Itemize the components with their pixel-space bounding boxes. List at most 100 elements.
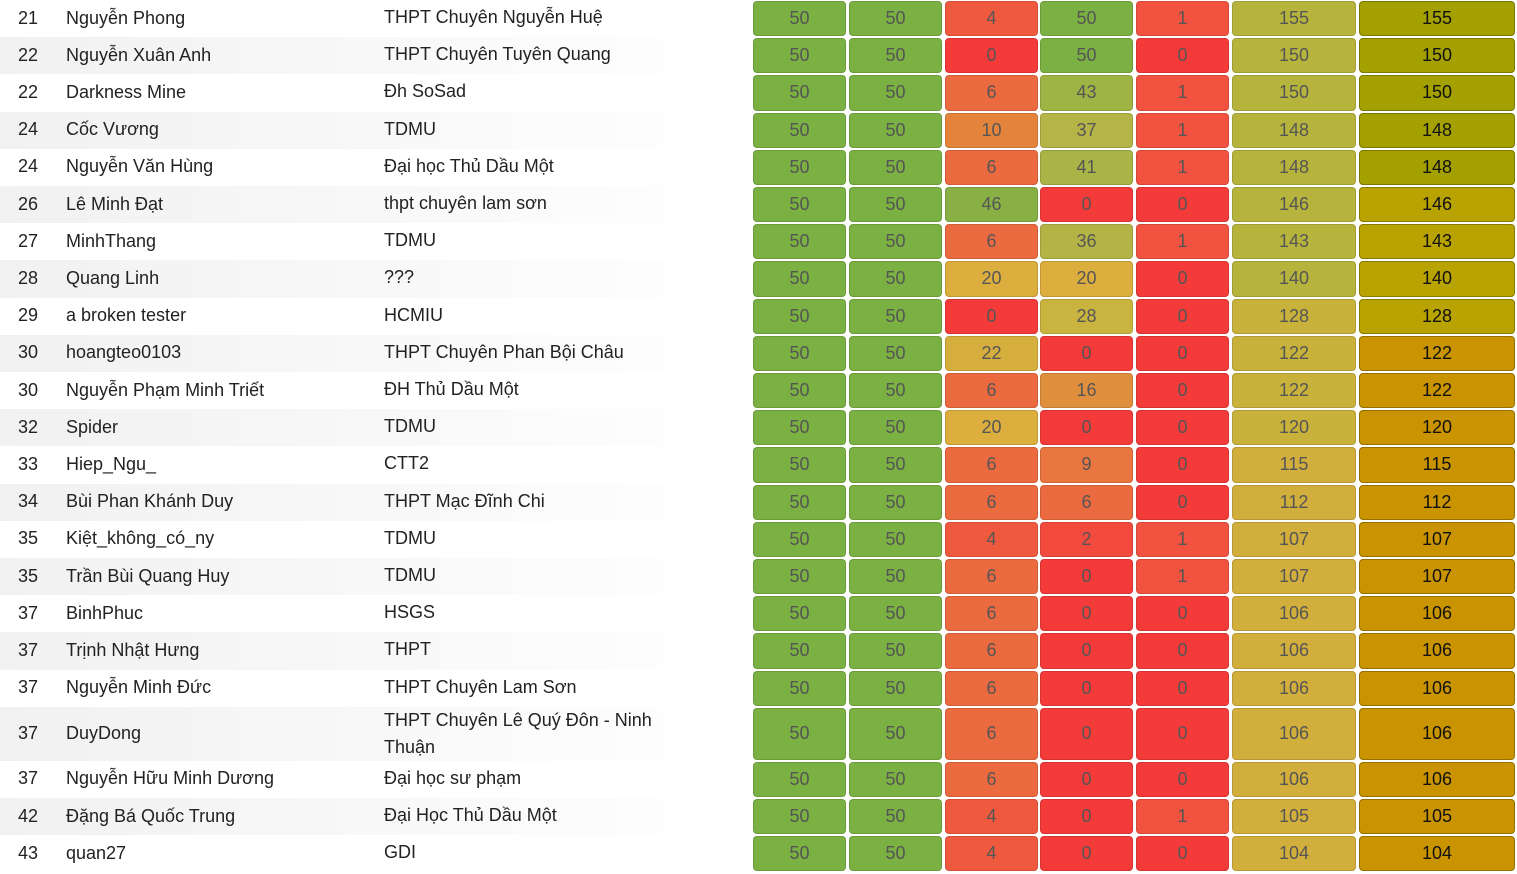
school-name: Đh SoSad: [384, 81, 467, 102]
problem-score-p3: 20: [945, 261, 1038, 297]
contestant-name[interactable]: Trịnh Nhật Hưng: [66, 639, 200, 660]
problem-score-p4: 0: [1040, 596, 1133, 632]
school-name: GDI: [384, 842, 417, 863]
rank-cell: 29: [18, 305, 39, 326]
problem-score-p1: 50: [753, 447, 846, 483]
contestant-name[interactable]: Quang Linh: [66, 267, 160, 288]
school-name: HCMIU: [384, 304, 443, 325]
school-name: TDMU: [384, 118, 436, 139]
sum-score-cell: 148: [1232, 112, 1356, 148]
school-name: THPT Mạc Đĩnh Chi: [384, 490, 545, 511]
problem-score-p4: 0: [1040, 799, 1133, 835]
contestant-name[interactable]: Nguyễn Xuân Anh: [66, 44, 212, 65]
sum-score-cell: 146: [1232, 187, 1356, 223]
table-row: 37 Nguyễn Minh Đức THPT Chuyên Lam Sơn 50 50…: [0, 670, 1517, 707]
school-name: THPT Chuyên Nguyễn Huệ: [384, 7, 603, 28]
problem-score-p2: 50: [849, 261, 942, 297]
problem-score-p3: 4: [945, 799, 1038, 835]
table-row: 26 Lê Minh Đạt thpt chuyên lam sơn 50 50 46 0 0…: [0, 186, 1517, 224]
contestant-name[interactable]: Nguyễn Phạm Minh Triết: [66, 379, 265, 400]
problem-score-p3: 6: [945, 596, 1038, 632]
problem-score-p2: 50: [849, 484, 942, 520]
school-name: THPT Chuyên Tuyên Quang: [384, 44, 611, 65]
table-row: 24 Cốc Vương TDMU 50 50 10 37 1 148 148: [0, 111, 1517, 149]
problem-score-p2: 50: [849, 559, 942, 595]
problem-score-p4: 37: [1040, 112, 1133, 148]
table-row: 21 Nguyễn Phong THPT Chuyên Nguyễn Huệ 50 50…: [0, 0, 1517, 37]
problem-score-p5: 0: [1136, 187, 1229, 223]
problem-score-p4: 0: [1040, 761, 1133, 797]
sum-score-cell: 105: [1232, 799, 1356, 835]
problem-score-p4: 2: [1040, 521, 1133, 557]
contestant-name[interactable]: quan27: [66, 842, 127, 863]
sum-score-cell: 128: [1232, 298, 1356, 334]
problem-score-p1: 50: [753, 335, 846, 371]
contestant-name[interactable]: Bùi Phan Khánh Duy: [66, 491, 234, 512]
sum-score-cell: 120: [1232, 410, 1356, 446]
problem-score-p5: 1: [1136, 521, 1229, 557]
problem-score-p2: 50: [849, 836, 942, 872]
contestant-name[interactable]: Trần Bùi Quang Huy: [66, 565, 230, 586]
contestant-name[interactable]: Nguyễn Phong: [66, 7, 186, 28]
problem-score-p2: 50: [849, 799, 942, 835]
contestant-name[interactable]: Darkness Mine: [66, 81, 187, 102]
sum-score-cell: 122: [1232, 373, 1356, 409]
table-row: 24 Nguyễn Văn Hùng Đại học Thủ Dầu Một 50 50…: [0, 149, 1517, 186]
contestant-name[interactable]: Nguyễn Hữu Minh Dương: [66, 768, 274, 789]
contestant-name[interactable]: a broken tester: [66, 305, 187, 326]
sum-score-cell: 143: [1232, 224, 1356, 260]
total-score-cell: 122: [1359, 373, 1515, 409]
sum-score-cell: 106: [1232, 633, 1356, 669]
total-score-cell: 106: [1359, 707, 1515, 760]
problem-score-p3: 20: [945, 410, 1038, 446]
problem-score-p3: 6: [945, 707, 1038, 760]
contestant-name[interactable]: Hiep_Ngu_: [66, 453, 157, 474]
table-row: 35 Kiệt_không_có_ny TDMU 50 50 4 2 1 107 107: [0, 521, 1517, 558]
problem-score-p1: 50: [753, 521, 846, 557]
problem-score-p5: 0: [1136, 335, 1229, 371]
contestant-name[interactable]: Nguyễn Văn Hùng: [66, 156, 214, 177]
table-row: 28 Quang Linh??? 50 50 20 20 0 140 140: [0, 260, 1517, 298]
problem-score-p3: 6: [945, 75, 1038, 111]
contestant-name[interactable]: Cốc Vương: [66, 119, 159, 140]
total-score-cell: 106: [1359, 596, 1515, 632]
school-name: THPT Chuyên Lê Quý Đôn - Ninh Thuận: [384, 709, 652, 757]
school-name: Đại học sư phạm: [384, 767, 522, 788]
problem-score-p5: 0: [1136, 707, 1229, 760]
problem-score-p4: 43: [1040, 75, 1133, 111]
sum-score-cell: 148: [1232, 149, 1356, 185]
problem-score-p5: 1: [1136, 799, 1229, 835]
problem-score-p3: 6: [945, 559, 1038, 595]
sum-score-cell: 150: [1232, 38, 1356, 74]
contestant-name[interactable]: Spider: [66, 416, 119, 437]
rank-cell: 32: [18, 416, 39, 437]
sum-score-cell: 107: [1232, 521, 1356, 557]
problem-score-p5: 0: [1136, 38, 1229, 74]
contestant-name[interactable]: Kiệt_không_có_ny: [66, 528, 215, 549]
rank-cell: 30: [18, 379, 39, 400]
problem-score-p1: 50: [753, 224, 846, 260]
problem-score-p5: 0: [1136, 670, 1229, 706]
contestant-name[interactable]: MinhThang: [66, 230, 157, 251]
total-score-cell: 148: [1359, 112, 1515, 148]
problem-score-p4: 0: [1040, 836, 1133, 872]
problem-score-p3: 46: [945, 187, 1038, 223]
sum-score-cell: 104: [1232, 836, 1356, 872]
contestant-name[interactable]: Lê Minh Đạt: [66, 193, 164, 214]
table-row: 37 Trịnh Nhật Hưng THPT 50 50 6 0 0 106 106: [0, 632, 1517, 670]
rank-cell: 22: [18, 81, 39, 102]
rank-cell: 34: [18, 491, 39, 512]
contestant-name[interactable]: Nguyễn Minh Đức: [66, 677, 212, 698]
contestant-name[interactable]: DuyDong: [66, 722, 142, 743]
table-row: 37 BinhPhuc HSGS 50 50 6 0 0 106 106: [0, 595, 1517, 632]
contestant-name[interactable]: hoangteo0103: [66, 342, 182, 363]
rank-cell: 43: [18, 842, 39, 863]
school-name: THPT: [384, 639, 431, 660]
problem-score-p2: 50: [849, 335, 942, 371]
contestant-name[interactable]: Đặng Bá Quốc Trung: [66, 805, 236, 826]
table-row: 22 Nguyễn Xuân Anh THPT Chuyên Tuyên Quang…: [0, 37, 1517, 75]
problem-score-p3: 6: [945, 373, 1038, 409]
problem-score-p5: 1: [1136, 149, 1229, 185]
contestant-name[interactable]: BinhPhuc: [66, 602, 144, 623]
